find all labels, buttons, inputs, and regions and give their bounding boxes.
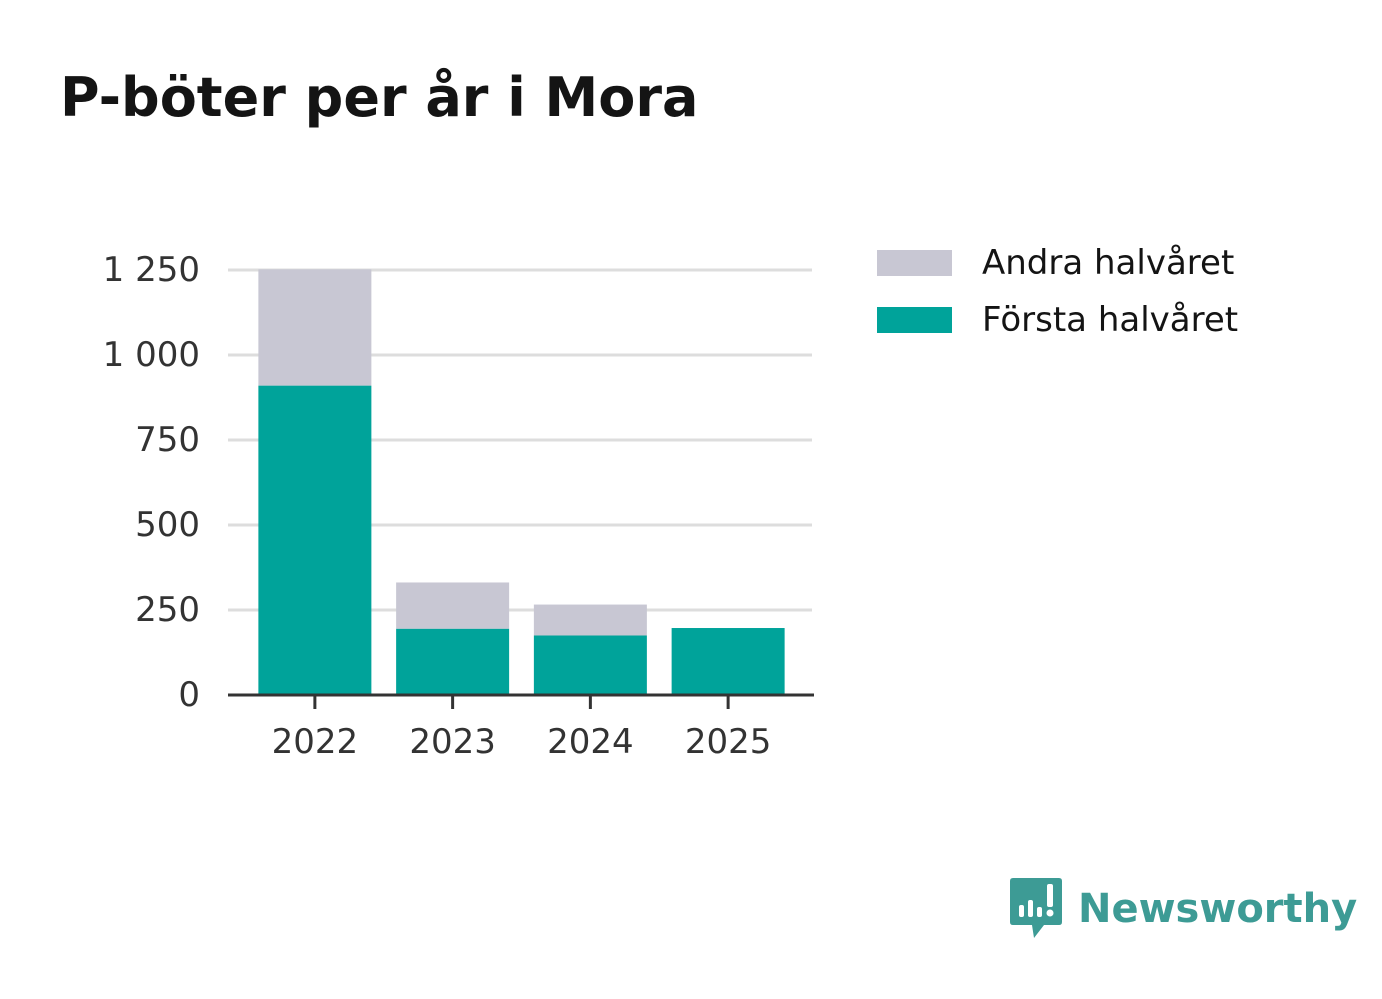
x-axis [228,693,814,709]
y-tick-label: 500 [135,505,200,545]
legend-swatch-forsta-halvaret [877,307,952,333]
y-tick-label: 250 [135,590,200,630]
bars [258,269,785,695]
bar-2023-forsta-halvaret [396,628,510,695]
newsworthy-brand: Newsworthy [1010,878,1357,940]
y-axis: 0 250 500 750 1 000 1 250 [103,250,200,715]
x-tick-labels: 2022 2023 2024 2025 [272,722,772,762]
bar-2025-forsta-halvaret [671,628,785,695]
bar-2024-andra-halvaret [533,604,647,636]
x-tick-label: 2024 [547,722,634,762]
y-tick-label: 0 [178,675,200,715]
y-tick-label: 1 000 [103,335,200,375]
x-tick-label: 2023 [409,722,496,762]
bar-2024-forsta-halvaret [533,635,647,695]
bar-2022-forsta-halvaret [258,385,372,695]
legend-label-andra-halvaret: Andra halvåret [982,243,1234,283]
legend: Andra halvåret Första halvåret [877,243,1238,340]
legend-label-forsta-halvaret: Första halvåret [982,300,1238,340]
x-tick-label: 2022 [272,722,359,762]
brand-name: Newsworthy [1078,886,1358,932]
y-tick-label: 750 [135,420,200,460]
bar-2023-andra-halvaret [396,582,510,629]
y-tick-label: 1 250 [103,250,200,290]
newsworthy-logo-icon [1010,878,1062,938]
x-tick-label: 2025 [685,722,772,762]
legend-swatch-andra-halvaret [877,250,952,276]
chart-title: P-böter per år i Mora [60,66,699,129]
bar-2022-andra-halvaret [258,269,372,386]
